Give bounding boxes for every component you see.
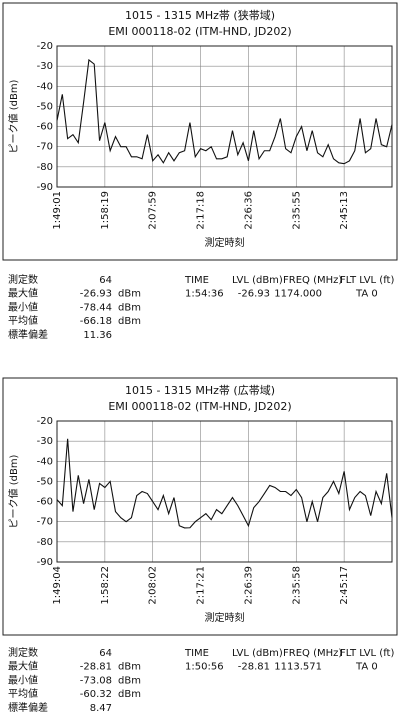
x-tick-label: 2:35:58 <box>291 566 302 605</box>
stat-label: 標準偏差 <box>8 328 48 341</box>
stat-unit: dBm <box>118 662 141 673</box>
y-axis-label: ピーク値 (dBm) <box>7 454 20 528</box>
stat-label: 最大値 <box>8 660 38 673</box>
y-tick-label: -50 <box>37 101 53 112</box>
stat-value: 64 <box>99 648 112 659</box>
stat-label: 平均値 <box>8 687 38 700</box>
x-tick-label: 2:45:13 <box>339 191 350 230</box>
y-tick-label: -20 <box>37 41 53 52</box>
peak-value: 1:54:36 <box>185 289 224 300</box>
chart-title: 1015 - 1315 MHz帯 (広帯域) <box>125 384 275 397</box>
stat-unit: dBm <box>118 675 141 686</box>
y-tick-label: -40 <box>37 81 53 92</box>
peak-value: TA 0 <box>355 289 378 300</box>
peak-header: LVL (dBm) <box>232 275 283 286</box>
stat-value: -73.08 <box>80 675 112 686</box>
x-axis-label: 測定時刻 <box>205 236 245 249</box>
data-line <box>56 438 393 529</box>
x-tick-label: 2:17:18 <box>196 191 207 230</box>
x-tick-label: 2:35:55 <box>291 191 302 230</box>
stat-label: 標準偏差 <box>8 701 48 714</box>
stat-label: 最大値 <box>8 287 38 300</box>
x-tick-label: 2:17:21 <box>196 566 207 605</box>
peak-header: TIME <box>184 275 209 286</box>
y-tick-label: -90 <box>37 182 53 193</box>
stat-label: 測定数 <box>8 273 38 286</box>
stat-unit: dBm <box>118 302 141 313</box>
x-tick-label: 2:26:36 <box>243 191 254 230</box>
y-tick-label: -70 <box>37 517 53 528</box>
y-tick-label: -50 <box>37 476 53 487</box>
y-tick-label: -80 <box>37 537 53 548</box>
stat-label: 最小値 <box>8 300 38 313</box>
peak-header: FLT LVL (ft) <box>340 648 394 659</box>
y-tick-label: -60 <box>37 497 53 508</box>
chart-frame <box>2 2 398 261</box>
y-axis-label: ピーク値 (dBm) <box>7 79 20 153</box>
y-tick-label: -40 <box>37 456 53 467</box>
x-tick-label: 2:26:39 <box>243 566 254 605</box>
y-tick-label: -20 <box>37 416 53 427</box>
peak-value: -26.93 <box>238 289 270 300</box>
y-tick-label: -60 <box>37 122 53 133</box>
x-tick-label: 1:49:01 <box>52 191 63 230</box>
stat-unit: dBm <box>118 316 141 327</box>
stat-unit: dBm <box>118 289 141 300</box>
x-tick-label: 1:49:04 <box>52 566 63 605</box>
peak-header: LVL (dBm) <box>232 648 283 659</box>
y-tick-label: -80 <box>37 162 53 173</box>
stat-value: -26.93 <box>80 289 112 300</box>
chart-subtitle: EMI 000118-02 (ITM-HND, JD202) <box>108 25 291 38</box>
stat-value: -28.81 <box>80 662 112 673</box>
stat-value: -66.18 <box>80 316 112 327</box>
x-tick-label: 2:45:17 <box>339 566 350 605</box>
x-axis-label: 測定時刻 <box>205 611 245 624</box>
peak-header: FREQ (MHz) <box>283 648 342 659</box>
plot-frame <box>56 420 393 563</box>
x-tick-label: 1:58:22 <box>100 566 111 605</box>
peak-value: 1174.000 <box>274 289 322 300</box>
stat-unit: dBm <box>118 689 141 700</box>
chart-frame <box>2 377 398 636</box>
plot-frame <box>56 45 393 188</box>
x-tick-label: 2:07:59 <box>148 191 159 230</box>
stat-label: 平均値 <box>8 314 38 327</box>
x-tick-label: 1:58:19 <box>100 191 111 230</box>
peak-header: FREQ (MHz) <box>283 275 342 286</box>
stat-value: -60.32 <box>80 689 112 700</box>
stat-value: 8.47 <box>90 703 112 714</box>
peak-value: TA 0 <box>355 662 378 673</box>
stat-value: -78.44 <box>80 302 112 313</box>
peak-header: FLT LVL (ft) <box>340 275 394 286</box>
peak-value: -28.81 <box>238 662 270 673</box>
stat-label: 測定数 <box>8 646 38 659</box>
peak-value: 1113.571 <box>274 662 322 673</box>
y-tick-label: -90 <box>37 557 53 568</box>
chart-subtitle: EMI 000118-02 (ITM-HND, JD202) <box>108 400 291 413</box>
stat-label: 最小値 <box>8 673 38 686</box>
data-line <box>56 58 393 165</box>
y-tick-label: -30 <box>37 61 53 72</box>
peak-value: 1:50:56 <box>185 662 224 673</box>
y-tick-label: -30 <box>37 436 53 447</box>
stat-value: 64 <box>99 275 112 286</box>
y-tick-label: -70 <box>37 142 53 153</box>
chart-title: 1015 - 1315 MHz帯 (狭帯域) <box>125 9 275 22</box>
peak-header: TIME <box>184 648 209 659</box>
x-tick-label: 2:08:02 <box>148 566 159 605</box>
stat-value: 11.36 <box>83 330 112 341</box>
